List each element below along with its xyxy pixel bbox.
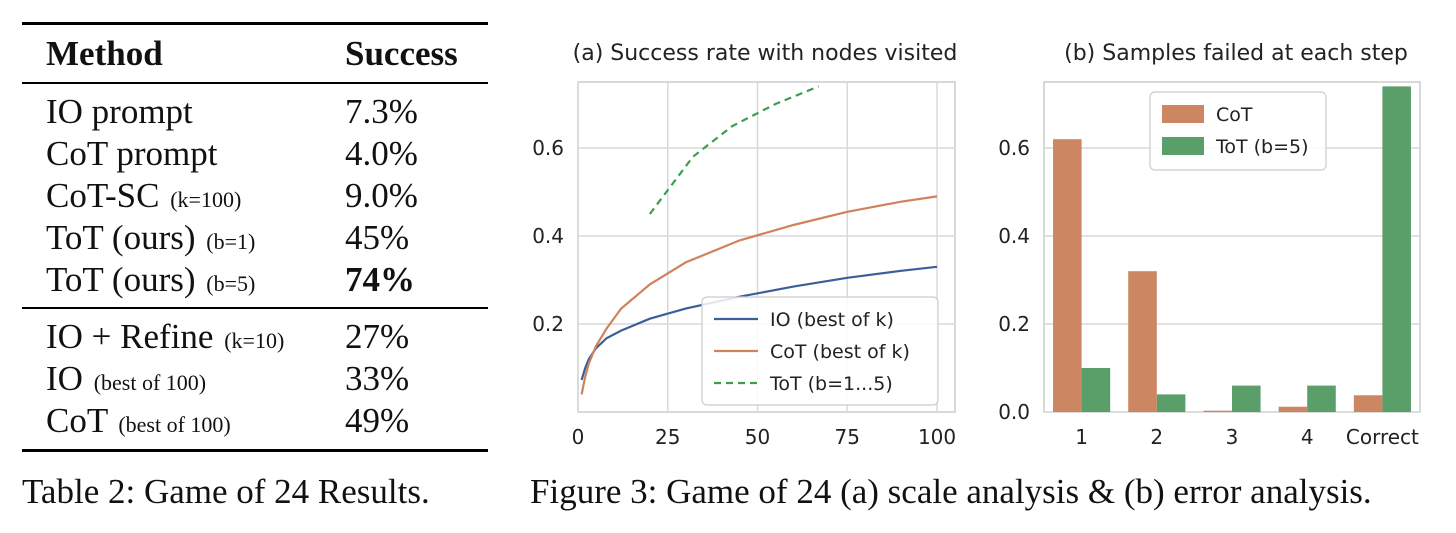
bar-3-cot: [1203, 410, 1232, 412]
row-method: ToT (ours): [46, 218, 196, 257]
table-top-rule: [22, 22, 488, 25]
chart-a-ytick-label: 0.2: [532, 312, 564, 336]
row-method: CoT: [46, 401, 108, 440]
bar-2-tot: [1156, 394, 1186, 412]
chart-a-legend: IO (best of k) CoT (best of k) ToT (b=1...…: [701, 296, 939, 406]
chart-a-lines: [580, 85, 938, 395]
table-row: CoT-SC (k=100) 9.0%: [22, 176, 488, 218]
row-method: IO prompt: [46, 92, 193, 131]
row-success: 49%: [345, 401, 410, 440]
bar-3-tot: [1232, 385, 1261, 412]
table-header-row: Method Success: [22, 34, 488, 76]
table-row: CoT (best of 100) 49%: [22, 401, 488, 443]
chart-a-ytick-label: 0.4: [532, 224, 564, 248]
bar-2-cot: [1128, 271, 1157, 412]
legend-label: ToT (b=5): [1215, 136, 1309, 158]
series-line-2: [648, 85, 820, 215]
legend-label: CoT: [1216, 104, 1253, 126]
chart-a-grid: [577, 82, 955, 412]
row-success: 45%: [345, 218, 410, 257]
line-chart-success-rate: (a) Success rate with nodes visited 0 25 5…: [532, 41, 958, 449]
chart-a-title: (a) Success rate with nodes visited: [573, 41, 958, 66]
bar-4-cot: [1278, 406, 1308, 412]
row-note: (k=100): [170, 187, 242, 212]
figure-caption: Figure 3: Game of 24 (a) scale analysis …: [530, 472, 1372, 511]
row-success: 33%: [345, 359, 410, 398]
row-note: (best of 100): [118, 412, 231, 437]
chart-a-xtick-label: 75: [835, 425, 860, 449]
chart-b-title: (b) Samples failed at each step: [1064, 41, 1408, 66]
bar-correct-tot: [1382, 86, 1411, 413]
bar-correct-cot: [1353, 395, 1383, 412]
bar-1-tot: [1081, 368, 1111, 412]
series-line-0: [580, 265, 938, 381]
chart-b-ticks: 0.0 0.2 0.4 0.6 1 2 3 4 Correct: [998, 136, 1419, 449]
legend-label: ToT (b=1...5): [769, 373, 893, 395]
row-method: ToT (ours): [46, 260, 196, 299]
chart-b-xtick-label: 2: [1150, 425, 1163, 449]
legend-label: CoT (best of k): [770, 341, 910, 363]
legend-swatch: [1162, 137, 1204, 155]
row-method: IO + Refine: [46, 317, 214, 356]
chart-b-xtick-label: Correct: [1346, 425, 1419, 449]
row-note: (b=5): [206, 271, 256, 296]
chart-b-xtick-label: 4: [1301, 425, 1314, 449]
chart-b-ytick-label: 0.2: [998, 312, 1030, 336]
legend-swatch: [1162, 105, 1204, 123]
row-method: CoT prompt: [46, 134, 218, 173]
chart-a-ticks: 0 25 50 75 100 0.2 0.4 0.6: [532, 136, 956, 449]
row-note: (k=10): [224, 328, 285, 353]
chart-a-legend-box: [701, 296, 939, 406]
chart-a-ytick-label: 0.6: [532, 136, 564, 160]
header-success: Success: [345, 34, 458, 73]
table-caption: Table 2: Game of 24 Results.: [22, 472, 430, 511]
table-row: CoT prompt 4.0%: [22, 134, 488, 176]
row-method: CoT-SC: [46, 176, 160, 215]
chart-a-xtick-label: 50: [745, 425, 770, 449]
chart-b-xtick-label: 1: [1075, 425, 1088, 449]
table-mid-rule: [22, 307, 488, 309]
row-note: (best of 100): [93, 370, 207, 395]
chart-b-ytick-label: 0.0: [998, 400, 1030, 424]
row-success: 4.0%: [345, 134, 418, 173]
row-success-best: 74%: [345, 260, 415, 299]
chart-b-ytick-label: 0.4: [998, 224, 1030, 248]
table-row: IO (best of 100) 33%: [22, 359, 488, 401]
chart-b-legend: CoT ToT (b=5): [1149, 91, 1327, 171]
row-success: 27%: [345, 317, 410, 356]
table-row: ToT (ours) (b=1) 45%: [22, 218, 488, 260]
bar-4-tot: [1307, 385, 1336, 412]
row-method: IO: [46, 359, 83, 398]
series-line-1: [580, 195, 938, 395]
table-row: ToT (ours) (b=5) 74%: [22, 260, 488, 302]
table-row: IO prompt 7.3%: [22, 92, 488, 134]
chart-b-bars: [1053, 86, 1411, 413]
table-bottom-rule: [22, 449, 488, 452]
table-header-rule: [22, 82, 488, 84]
chart-a-xtick-label: 100: [918, 425, 956, 449]
row-success: 9.0%: [345, 176, 418, 215]
chart-a-xtick-label: 25: [655, 425, 680, 449]
row-success: 7.3%: [345, 92, 418, 131]
table-row: IO + Refine (k=10) 27%: [22, 317, 488, 359]
legend-label: IO (best of k): [770, 309, 894, 331]
chart-b-ytick-label: 0.6: [998, 136, 1030, 160]
bar-chart-failed-steps: (b) Samples failed at each step 0.00.20.…: [998, 41, 1421, 449]
row-note: (b=1): [206, 229, 256, 254]
header-method: Method: [46, 34, 163, 73]
chart-b-xtick-label: 3: [1226, 425, 1239, 449]
bar-1-cot: [1053, 139, 1082, 412]
chart-a-xtick-label: 0: [572, 425, 585, 449]
